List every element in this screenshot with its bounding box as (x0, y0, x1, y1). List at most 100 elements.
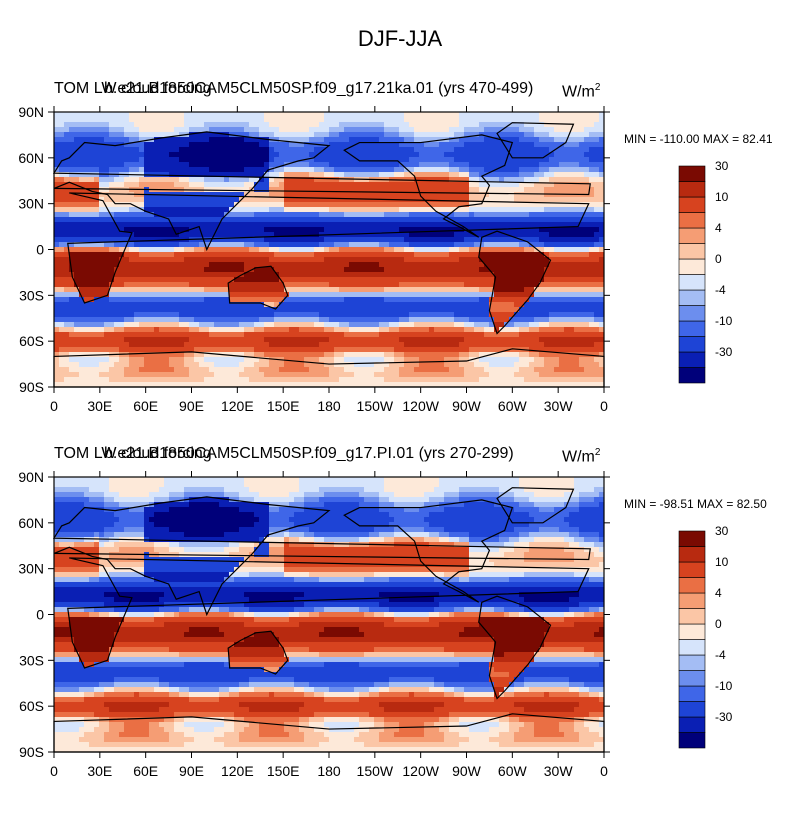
field-cell (329, 142, 334, 147)
field-cell (594, 162, 599, 167)
field-cell (219, 122, 224, 127)
field-cell (449, 257, 454, 262)
field-cell (434, 252, 439, 257)
field-cell (414, 307, 419, 312)
field-cell (289, 117, 294, 122)
field-cell (294, 312, 299, 317)
field-cell (319, 172, 324, 177)
field-cell (309, 167, 314, 172)
field-cell (334, 272, 339, 277)
field-cell (449, 307, 454, 312)
field-cell (389, 247, 394, 252)
field-cell (179, 337, 184, 342)
field-cell (564, 177, 569, 182)
field-cell (569, 227, 574, 232)
field-cell (494, 307, 499, 312)
field-cell (349, 217, 354, 222)
field-cell (594, 267, 599, 272)
field-cell (139, 212, 144, 217)
field-cell (514, 287, 519, 292)
field-cell (384, 217, 389, 222)
field-cell (554, 217, 559, 222)
field-cell (589, 127, 594, 132)
field-cell (64, 272, 69, 277)
field-cell (414, 232, 419, 237)
field-cell (319, 182, 324, 187)
field-cell (464, 207, 469, 212)
field-cell (259, 167, 264, 172)
field-cell (234, 152, 239, 157)
field-cell (289, 317, 294, 322)
field-cell (399, 222, 404, 227)
field-cell (194, 312, 199, 317)
field-cell (149, 312, 154, 317)
field-cell (554, 272, 559, 277)
field-cell (59, 212, 64, 217)
field-cell (474, 322, 479, 327)
field-cell (544, 332, 549, 337)
field-cell (314, 297, 319, 302)
field-cell (524, 207, 529, 212)
field-cell (349, 302, 354, 307)
field-cell (544, 292, 549, 297)
field-cell (429, 332, 434, 337)
field-cell (194, 317, 199, 322)
field-cell (284, 172, 289, 177)
field-cell (169, 302, 174, 307)
field-cell (329, 252, 334, 257)
field-cell (394, 262, 399, 267)
field-cell (459, 132, 464, 137)
field-cell (579, 302, 584, 307)
field-cell (199, 317, 204, 322)
field-cell (254, 142, 259, 147)
field-cell (429, 247, 434, 252)
field-cell (409, 252, 414, 257)
field-cell (514, 167, 519, 172)
field-cell (99, 187, 104, 192)
field-cell (319, 272, 324, 277)
field-cell (594, 287, 599, 292)
field-cell (424, 312, 429, 317)
field-cell (389, 292, 394, 297)
field-cell (104, 282, 109, 287)
field-cell (414, 292, 419, 297)
field-cell (559, 112, 564, 117)
field-cell (209, 337, 214, 342)
field-cell (574, 272, 579, 277)
field-cell (324, 167, 329, 172)
field-cell (149, 157, 154, 162)
field-cell (569, 152, 574, 157)
field-cell (359, 227, 364, 232)
field-cell (344, 312, 349, 317)
field-cell (364, 332, 369, 337)
field-cell (219, 167, 224, 172)
field-cell (409, 277, 414, 282)
field-cell (374, 317, 379, 322)
field-cell (584, 162, 589, 167)
field-cell (204, 262, 209, 267)
field-cell (584, 142, 589, 147)
field-cell (144, 202, 149, 207)
field-cell (154, 207, 159, 212)
field-cell (184, 257, 189, 262)
field-cell (564, 317, 569, 322)
field-cell (319, 307, 324, 312)
field-cell (479, 182, 484, 187)
field-cell (194, 327, 199, 332)
field-cell (279, 132, 284, 137)
field-cell (404, 152, 409, 157)
field-cell (454, 167, 459, 172)
field-cell (429, 177, 434, 182)
field-cell (159, 322, 164, 327)
field-cell (129, 267, 134, 272)
field-cell (249, 227, 254, 232)
field-cell (374, 282, 379, 287)
field-cell (104, 127, 109, 132)
field-cell (359, 307, 364, 312)
field-cell (289, 172, 294, 177)
field-cell (189, 127, 194, 132)
field-cell (179, 217, 184, 222)
field-cell (189, 317, 194, 322)
field-cell (549, 272, 554, 277)
